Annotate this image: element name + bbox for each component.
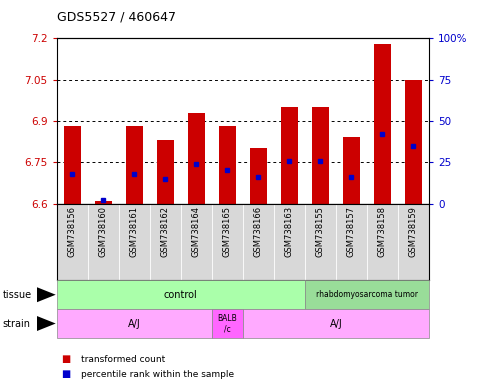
Text: GSM738161: GSM738161 [130, 206, 139, 257]
Text: rhabdomyosarcoma tumor: rhabdomyosarcoma tumor [316, 290, 418, 299]
Text: GSM738155: GSM738155 [316, 206, 325, 257]
Bar [157, 140, 174, 204]
Text: strain: strain [2, 318, 31, 329]
Text: GSM738164: GSM738164 [192, 206, 201, 257]
Text: GSM738160: GSM738160 [99, 206, 108, 257]
Bar [343, 137, 360, 204]
Bar [219, 126, 236, 204]
Text: A/J: A/J [128, 318, 141, 329]
Text: GSM738157: GSM738157 [347, 206, 356, 257]
Text: GSM738158: GSM738158 [378, 206, 387, 257]
Bar [405, 80, 422, 204]
Bar [188, 113, 205, 204]
Polygon shape [37, 287, 56, 302]
Bar [374, 44, 391, 204]
Text: ■: ■ [62, 369, 71, 379]
Text: GSM738159: GSM738159 [409, 206, 418, 257]
Text: GSM738166: GSM738166 [254, 206, 263, 257]
Bar [281, 107, 298, 204]
Text: GSM738165: GSM738165 [223, 206, 232, 257]
Bar [312, 107, 329, 204]
Bar [95, 201, 112, 204]
Text: BALB
/c: BALB /c [217, 314, 237, 333]
Polygon shape [37, 316, 56, 331]
Text: percentile rank within the sample: percentile rank within the sample [81, 370, 235, 379]
Text: A/J: A/J [329, 318, 342, 329]
Bar [250, 149, 267, 204]
Text: GSM738162: GSM738162 [161, 206, 170, 257]
Bar [64, 126, 81, 204]
Text: GDS5527 / 460647: GDS5527 / 460647 [57, 10, 176, 23]
Bar [126, 126, 143, 204]
Text: GSM738163: GSM738163 [285, 206, 294, 257]
Text: transformed count: transformed count [81, 354, 166, 364]
Text: control: control [164, 290, 198, 300]
Text: tissue: tissue [2, 290, 32, 300]
Text: GSM738156: GSM738156 [68, 206, 77, 257]
Text: ■: ■ [62, 354, 71, 364]
